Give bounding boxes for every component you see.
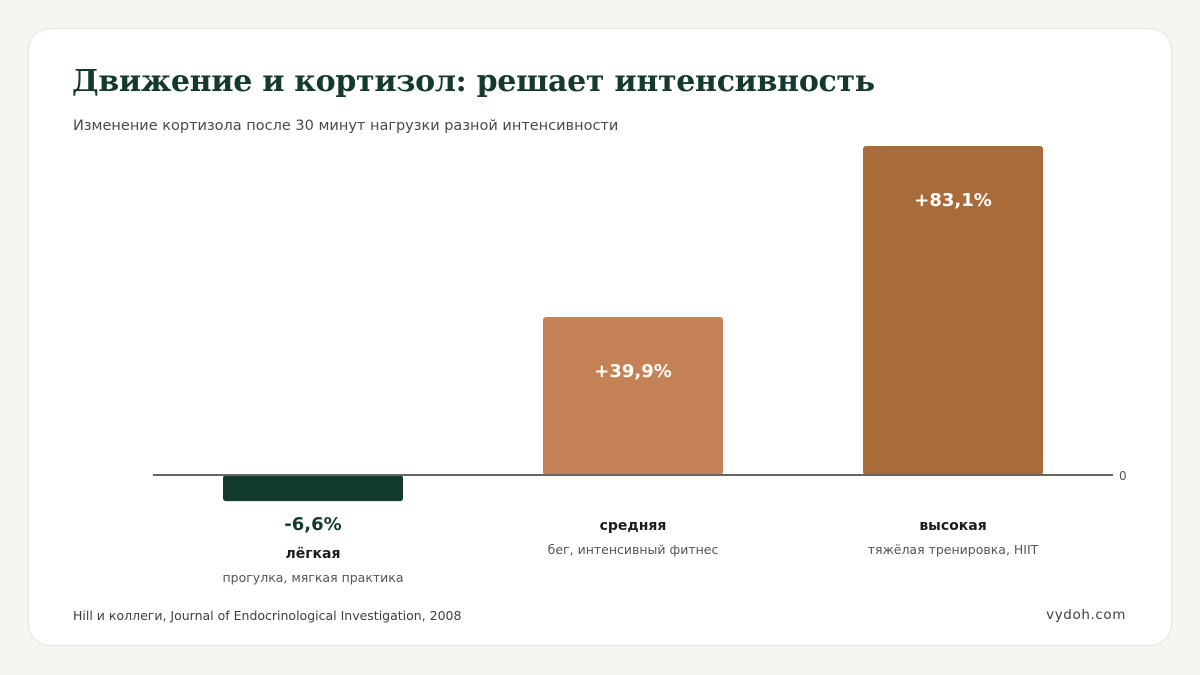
bar-3: [863, 146, 1043, 475]
category-note-1: прогулка, мягкая практика: [222, 570, 403, 585]
value-label-1: -6,6%: [284, 514, 341, 535]
category-note-3: тяжёлая тренировка, HIIT: [868, 542, 1039, 557]
category-label-3: высокая: [919, 518, 986, 534]
source-note: Hill и коллеги, Journal of Endocrinologi…: [73, 608, 462, 623]
bar-2: [543, 317, 723, 475]
category-label-2: средняя: [600, 518, 667, 534]
value-label-2: +39,9%: [594, 361, 672, 382]
zero-tick-label: 0: [1119, 469, 1127, 483]
value-label-3: +83,1%: [914, 190, 992, 211]
bar-1: [223, 475, 403, 502]
category-note-2: бег, интенсивный фитнес: [548, 542, 719, 557]
site-link[interactable]: vydoh.com: [1046, 607, 1126, 623]
chart-title: Движение и кортизол: решает интенсивност…: [72, 64, 875, 99]
category-label-1: лёгкая: [285, 546, 340, 562]
chart-subtitle: Изменение кортизола после 30 минут нагру…: [73, 118, 619, 134]
